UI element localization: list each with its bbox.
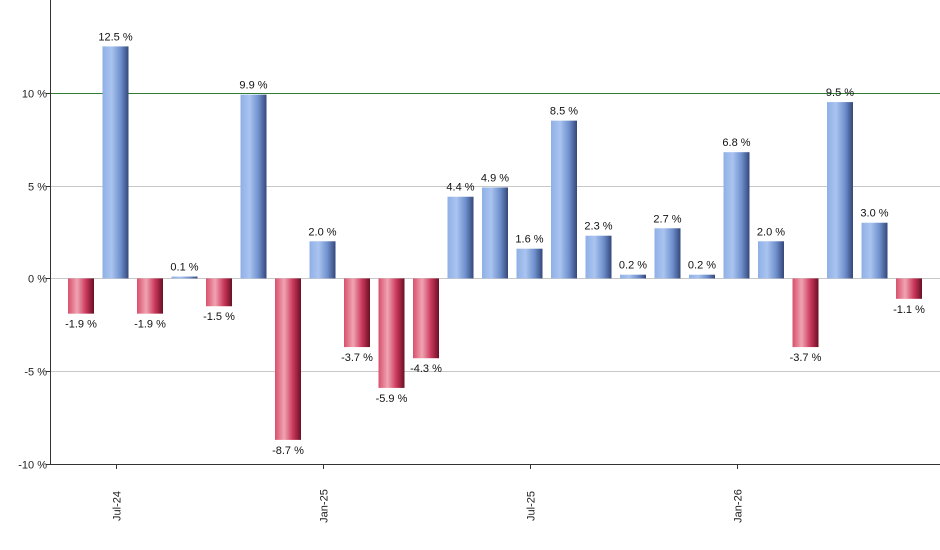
data-label: -3.7 %	[790, 352, 822, 364]
y-tick-label: 5 %	[28, 182, 47, 194]
bar	[137, 278, 163, 314]
bar	[68, 278, 94, 314]
bars	[68, 46, 922, 440]
data-label: 0.2 %	[619, 260, 647, 272]
y-tick-label: -10 %	[18, 460, 47, 472]
y-axis-ticks: 10 % 5 % 0 % -5 % -10 %	[18, 89, 50, 472]
data-label: 0.1 %	[170, 262, 198, 274]
bar	[516, 248, 543, 279]
data-label: 8.5 %	[550, 106, 578, 118]
bar	[585, 235, 612, 279]
data-label: 4.4 %	[446, 182, 474, 194]
bar	[551, 120, 577, 279]
x-tick-label: Jan-26	[733, 489, 745, 523]
data-label: -1.1 %	[893, 304, 925, 316]
data-label: 9.9 %	[239, 80, 267, 92]
bar	[654, 228, 681, 279]
x-tick-label: Jul-24	[112, 491, 124, 521]
bar	[861, 222, 888, 279]
bar	[102, 46, 129, 279]
bar	[240, 94, 267, 279]
data-label: 12.5 %	[98, 31, 132, 43]
data-label: 4.9 %	[481, 172, 509, 184]
bar	[620, 274, 646, 279]
bar	[447, 196, 474, 279]
data-label: -1.9 %	[134, 319, 166, 331]
bar	[723, 152, 750, 279]
data-label: 0.2 %	[688, 260, 716, 272]
bar	[171, 276, 198, 279]
bar	[275, 278, 301, 440]
data-label: -8.7 %	[272, 445, 304, 457]
data-label: -1.9 %	[65, 319, 97, 331]
data-label: -5.9 %	[376, 393, 408, 405]
x-tick-label: Jul-25	[526, 491, 538, 521]
y-tick-label: 10 %	[22, 89, 47, 101]
x-tick-label: Jan-25	[319, 489, 331, 523]
data-label: 9.5 %	[826, 87, 854, 99]
data-label: 6.8 %	[722, 137, 750, 149]
data-label: -1.5 %	[203, 311, 235, 323]
y-tick-label: 0 %	[28, 274, 47, 286]
data-label: 2.7 %	[653, 213, 681, 225]
data-label: 3.0 %	[860, 208, 888, 220]
data-label: 2.3 %	[584, 221, 612, 233]
bar	[896, 278, 922, 299]
bar	[827, 102, 853, 279]
bar	[792, 278, 819, 348]
bar	[309, 241, 336, 279]
bar	[413, 278, 439, 359]
data-label: 2.0 %	[308, 226, 336, 238]
bar	[689, 274, 715, 279]
x-axis-ticks: Jul-24 Jan-25 Jul-25 Jan-26	[112, 464, 745, 523]
y-tick-label: -5 %	[24, 367, 47, 379]
data-label: 1.6 %	[515, 234, 543, 246]
bar	[758, 241, 784, 279]
data-labels: -1.9 % 12.5 % -1.9 % 0.1 % -1.5 % 9.9 % -8.7 %…	[65, 31, 925, 456]
data-label: -3.7 %	[341, 352, 373, 364]
bar	[482, 187, 508, 279]
bar	[206, 278, 232, 307]
data-label: 2.0 %	[757, 226, 785, 238]
bar	[344, 278, 370, 348]
bar	[378, 278, 405, 388]
data-label: -4.3 %	[410, 363, 442, 375]
